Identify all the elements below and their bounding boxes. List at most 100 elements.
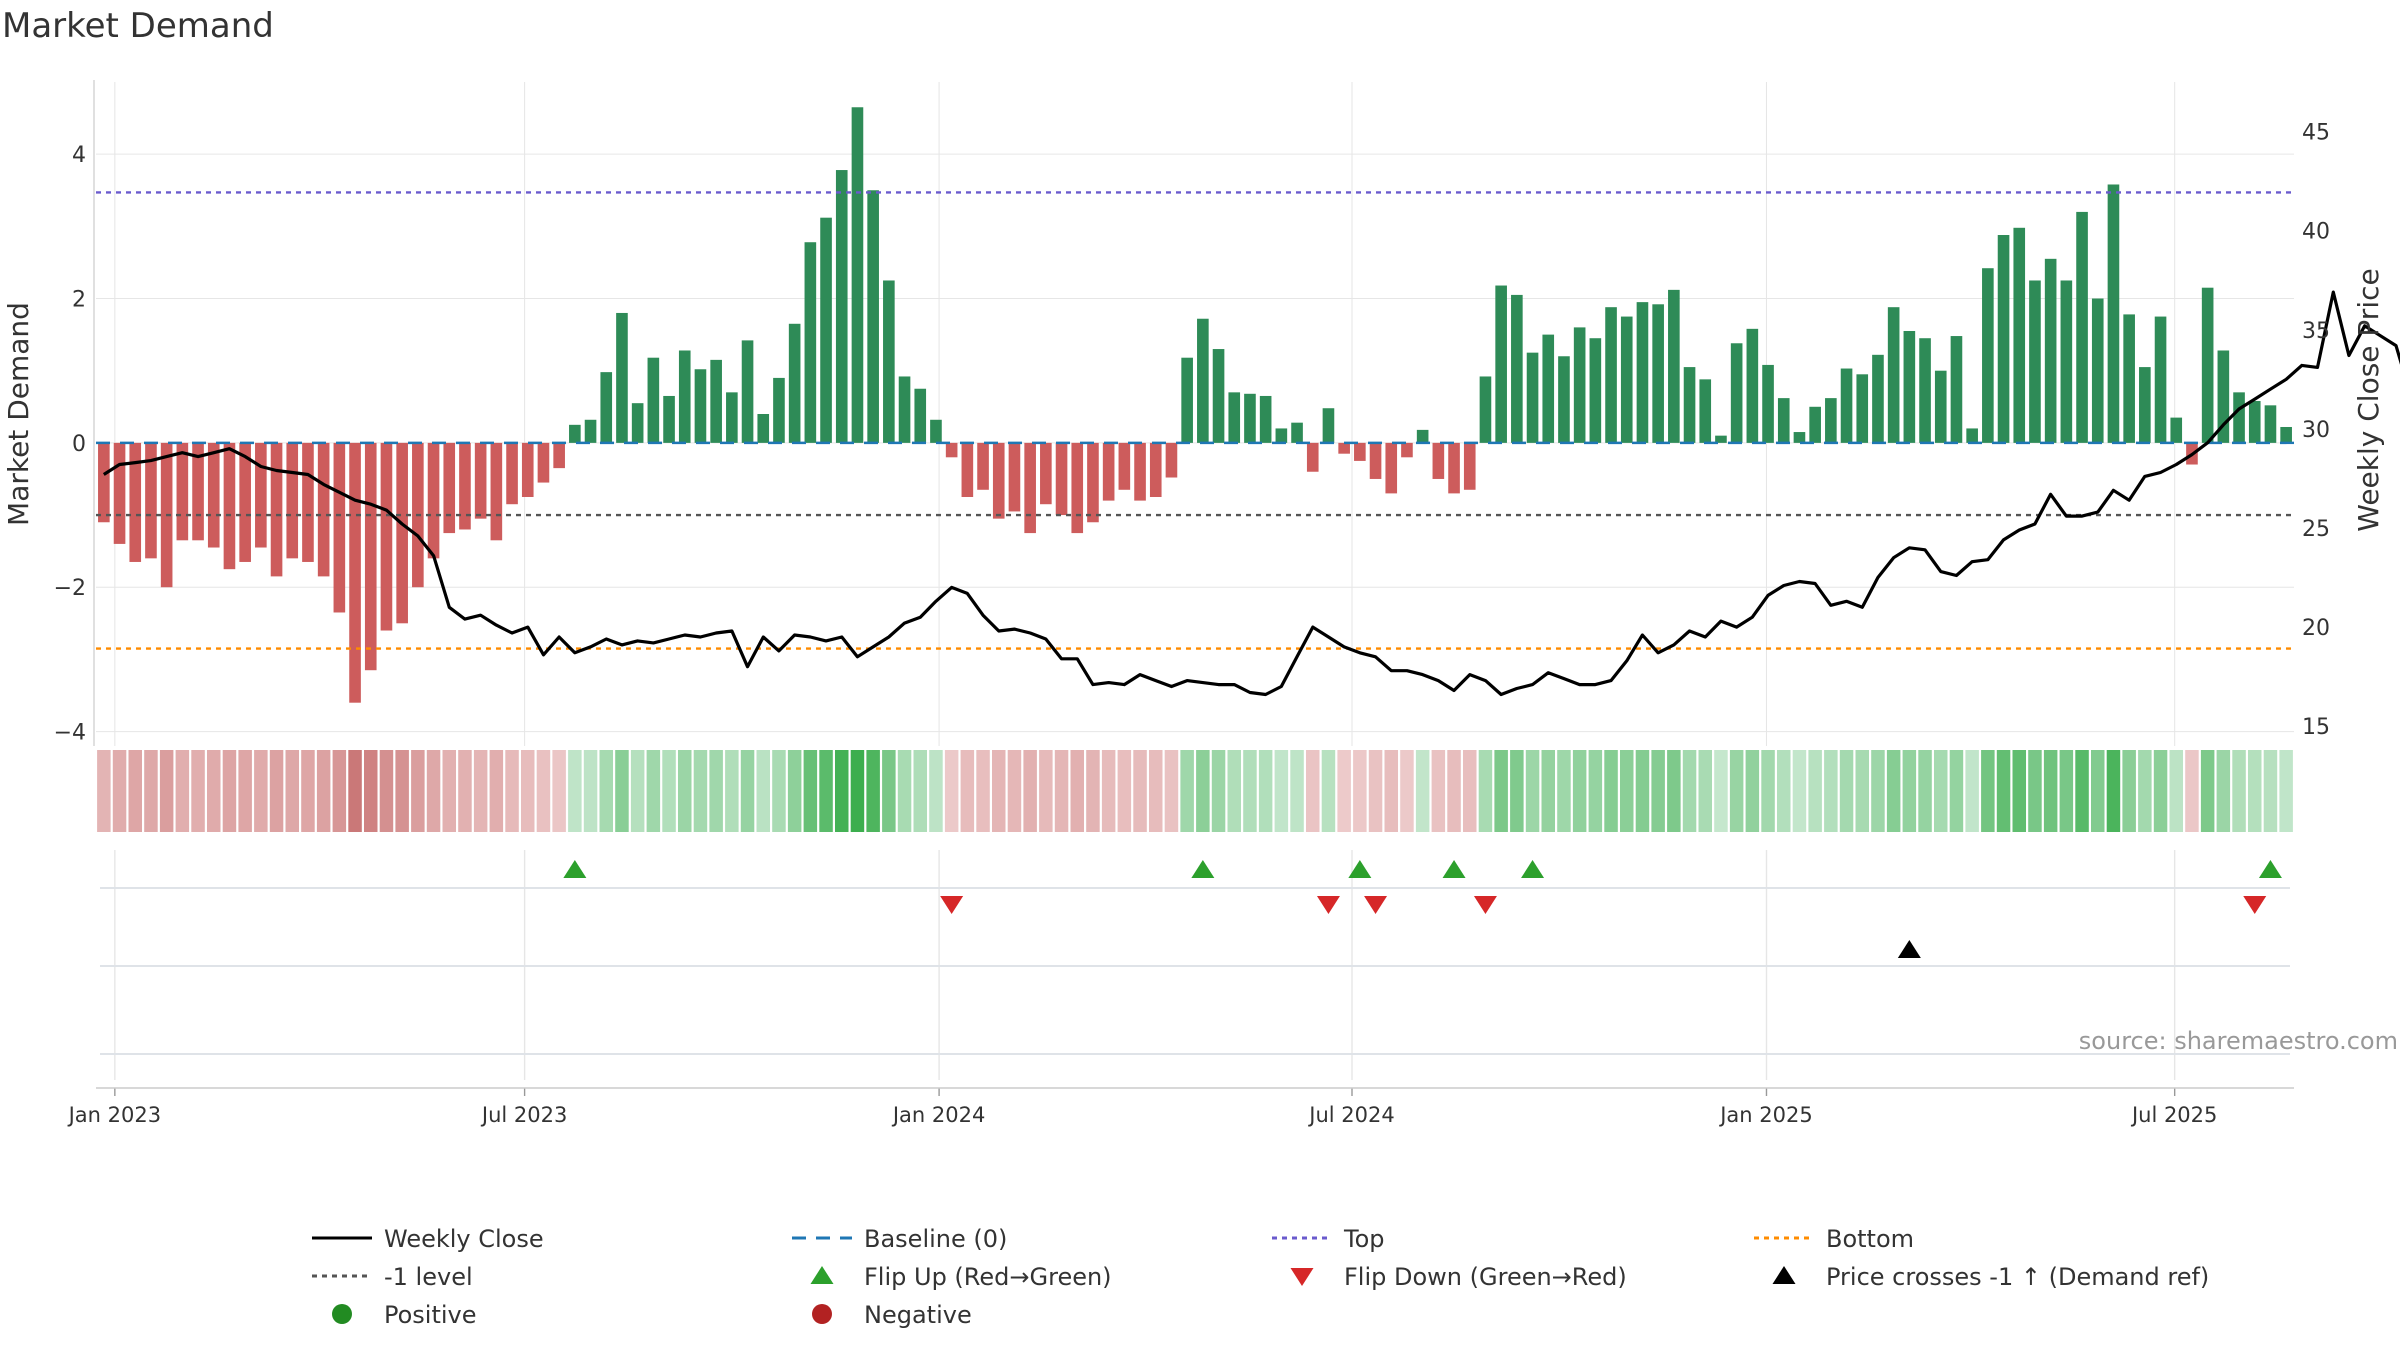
demand-bar [302, 442, 314, 562]
demand-bar [1102, 442, 1115, 501]
heat-strip-cell [913, 750, 928, 832]
demand-bar [1620, 316, 1633, 443]
heat-strip-cell [1305, 750, 1320, 832]
flip-up-marker [563, 860, 587, 878]
demand-bar [459, 442, 471, 530]
heat-strip-cell [1148, 750, 1163, 832]
heat-strip-cell [112, 750, 127, 832]
demand-bar [1683, 367, 1696, 443]
heat-strip-cell [489, 750, 504, 832]
demand-bar [663, 395, 675, 443]
demand-bar [1934, 370, 1947, 443]
heat-strip-cell [1761, 750, 1775, 832]
heat-strip-cell [2012, 750, 2027, 832]
heat-strip-cell [1745, 750, 1760, 832]
demand-bar [773, 377, 785, 443]
demand-bar [1432, 442, 1445, 479]
y-tick-label: 4 [72, 143, 86, 168]
x-tick-label: Jul 2023 [480, 1103, 567, 1127]
demand-bar [490, 442, 503, 541]
heat-strip-cell [1981, 750, 1995, 832]
demand-bar [1008, 442, 1021, 512]
legend-swatch-flip-down [1290, 1268, 1314, 1286]
heat-strip-cell [599, 750, 614, 832]
heat-strip-cell [2059, 750, 2074, 832]
heat-strip-cell [1792, 750, 1807, 832]
demand-bar [2233, 392, 2245, 443]
heat-strip-cell [1164, 750, 1179, 832]
heat-strip-cell [426, 750, 441, 832]
heat-strip-cell [740, 750, 755, 832]
legend-label: Top [1343, 1225, 1385, 1253]
demand-bar [631, 403, 644, 443]
heat-strip-cell [1619, 750, 1634, 832]
heat-strip-cell [1117, 750, 1132, 832]
demand-bar [1856, 374, 1869, 443]
demand-bar [1024, 442, 1036, 534]
demand-bar [1573, 327, 1586, 443]
heat-strip-cell [1714, 750, 1728, 832]
demand-bar [1668, 289, 1680, 443]
heat-strip-cell [1572, 750, 1587, 832]
heat-strip-cell [1384, 750, 1399, 832]
heat-strip-cell [1886, 750, 1901, 832]
demand-bar [1997, 235, 2010, 443]
demand-bar [914, 388, 927, 443]
legend-swatch-flip-up [810, 1266, 834, 1284]
demand-bar [474, 442, 487, 519]
demand-bar [820, 217, 832, 443]
demand-bar [270, 442, 283, 577]
demand-bar [2123, 314, 2135, 443]
demand-bar [930, 419, 942, 443]
heat-strip-cell [866, 750, 880, 832]
demand-bar [741, 340, 754, 443]
legend-label: Positive [384, 1301, 477, 1329]
demand-bar [804, 242, 817, 443]
legend-swatch-cross [1772, 1266, 1796, 1284]
flip-up-marker [1442, 860, 1466, 878]
heat-strip-cell [1588, 750, 1603, 832]
source-label: source: sharemaestro.com [2079, 1027, 2398, 1055]
demand-bar [1950, 336, 1963, 443]
demand-bar [113, 442, 126, 544]
demand-bar [1416, 429, 1429, 443]
demand-bar [1966, 428, 1978, 443]
legend: Weekly Close Baseline (0) Top Bottom -1 leve… [312, 1225, 2209, 1329]
y2-tick-label: 45 [2302, 121, 2330, 146]
heat-strip-cell [1447, 750, 1461, 832]
heat-strip-cell [458, 750, 472, 832]
heat-strip-cell [2232, 750, 2246, 832]
demand-bar [2060, 280, 2073, 443]
legend-swatch-negative [812, 1304, 832, 1324]
demand-bar [1118, 442, 1131, 490]
demand-bar [1369, 442, 1382, 479]
heat-strip-cell [301, 750, 315, 832]
heat-strip-cell [1839, 750, 1854, 832]
demand-bar [616, 312, 628, 443]
heat-strip-cell [1007, 750, 1022, 832]
heat-strip-cell [238, 750, 252, 832]
demand-bar [694, 369, 707, 443]
heat-strip-cell [929, 750, 943, 832]
demand-bar [2076, 211, 2088, 443]
heat-strip-cell [2106, 750, 2121, 832]
heat-strip-cell [960, 750, 975, 832]
heat-strip-cell [2185, 750, 2199, 832]
heat-strip-cell [1902, 750, 1917, 832]
demand-bar [1228, 392, 1241, 443]
demand-bar [1087, 442, 1099, 523]
heat-strip-cell [1478, 750, 1493, 832]
heat-strip-cell [1227, 750, 1242, 832]
demand-bar [1526, 352, 1539, 443]
flip-down-marker [1473, 896, 1497, 914]
demand-bar [569, 424, 581, 443]
heat-strip-cell [583, 750, 598, 832]
demand-bar [1558, 356, 1570, 443]
legend-label: -1 level [384, 1263, 473, 1291]
demand-bar [1652, 304, 1664, 443]
demand-bar [1181, 357, 1193, 443]
heat-strip-cell [175, 750, 190, 832]
heat-strip-cell [1321, 750, 1336, 832]
demand-bar [1730, 343, 1743, 443]
demand-bar [286, 442, 299, 559]
